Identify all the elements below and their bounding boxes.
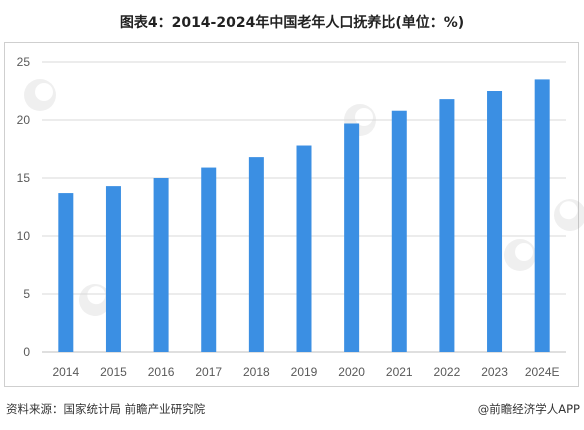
chart-frame [4,42,579,387]
bar-2017 [201,167,217,352]
bar-2023 [487,91,503,352]
watermark [504,239,536,271]
y-tick-label: 5 [23,287,30,301]
x-tick-label: 2024E [525,365,560,379]
bar-2021 [391,110,407,352]
bar-2019 [296,145,312,352]
bar-2020 [344,123,360,352]
x-tick-label: 2021 [386,365,413,379]
y-tick-label: 20 [17,113,31,127]
y-axis-ticks: 0 5 10 15 20 25 [17,55,31,359]
x-tick-label: 2020 [338,365,365,379]
bar-2024E [534,79,550,353]
y-tick-label: 25 [17,55,31,69]
bars [58,79,550,353]
bar-2016 [153,178,169,352]
x-tick-label: 2017 [195,365,222,379]
x-tick-label: 2015 [100,365,127,379]
watermark [554,199,584,231]
y-tick-label: 10 [17,229,31,243]
chart-title: 图表4：2014-2024年中国老年人口抚养比(单位：%) [119,15,465,31]
watermark [24,79,56,111]
y-tick-label: 0 [23,345,30,359]
x-tick-label: 2022 [434,365,461,379]
bar-2015 [105,186,121,352]
watermark [79,284,111,316]
x-tick-label: 2019 [291,365,318,379]
x-tick-label: 2016 [148,365,175,379]
x-tick-label: 2018 [243,365,270,379]
x-tick-label: 2014 [52,365,79,379]
credit-note: @前瞻经济学人APP [477,402,580,416]
bar-2014 [58,193,74,352]
x-axis-ticks: 2014 2015 2016 2017 2018 2019 2020 2021 2022 2023… [52,365,559,379]
bar-2018 [248,157,264,352]
source-note: 资料来源：国家统计局 前瞻产业研究院 [6,402,206,416]
y-tick-label: 15 [17,171,31,185]
watermark-layer [24,79,584,316]
bar-2022 [439,99,455,353]
x-tick-label: 2023 [481,365,508,379]
